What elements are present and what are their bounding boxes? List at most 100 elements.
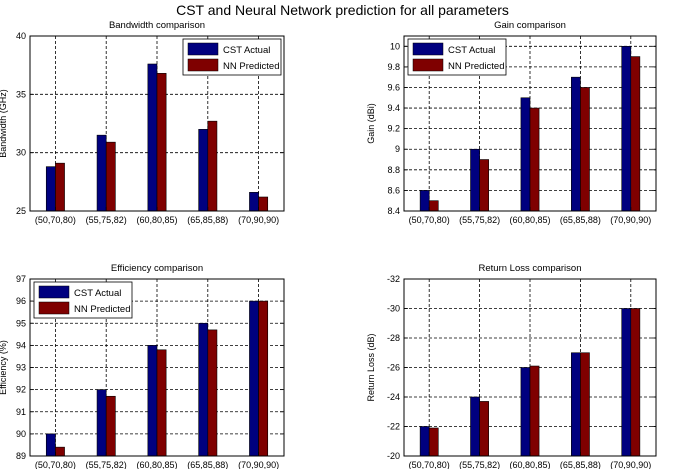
bar-nn-predicted-5 [630, 308, 641, 457]
legend-swatch-nn-predicted [412, 58, 444, 72]
bar-nn-predicted-4 [207, 120, 218, 212]
legend: CST Actual NN Predicted [33, 281, 133, 319]
bar-nn-predicted-3 [529, 365, 540, 457]
legend-label-nn-predicted: NN Predicted [74, 304, 131, 315]
y-tick-label: -26 [387, 363, 400, 373]
legend-swatch-nn-predicted [187, 58, 219, 72]
y-tick-label: 96 [16, 296, 26, 306]
chart-return-loss-comparison: -32 -30 -28 -26 -24 -22 -20 (50,70,80) (55,75,82… [366, 263, 657, 469]
bar-nn-predicted-2 [479, 401, 489, 457]
y-tick-label: 8.8 [387, 165, 400, 175]
bar-cst-actual-2 [96, 389, 107, 457]
x-tick-label: (60,80,85) [509, 215, 550, 225]
legend-swatch-cst-actual [412, 42, 444, 56]
bar-cst-actual-5 [249, 192, 259, 212]
y-tick-label: 35 [16, 89, 26, 99]
chart-title: Bandwidth comparison [109, 20, 205, 31]
legend-label-cst-actual: CST Actual [74, 288, 121, 299]
bar-nn-predicted-5 [258, 300, 269, 457]
y-axis-label: Gain (dBi) [366, 103, 376, 144]
x-tick-label: (60,80,85) [136, 460, 177, 469]
x-tick-label: (65,85,88) [560, 460, 601, 469]
y-tick-label: 89 [16, 451, 26, 461]
bar-cst-actual-1 [419, 190, 430, 212]
x-tick-label: (55,75,82) [86, 460, 127, 469]
y-tick-label: 90 [16, 429, 26, 439]
y-tick-label: 9.8 [387, 62, 400, 72]
y-tick-label: 94 [16, 340, 26, 350]
bar-cst-actual-2 [96, 134, 107, 212]
y-tick-label: -30 [387, 304, 400, 314]
x-tick-label: (65,85,88) [187, 215, 228, 225]
y-tick-label: -28 [387, 333, 400, 343]
bar-nn-predicted-1 [55, 162, 65, 212]
figure-suptitle: CST and Neural Network prediction for al… [176, 2, 509, 18]
bar-cst-actual-1 [419, 426, 430, 457]
bar-cst-actual-4 [571, 76, 581, 212]
chart-gain-comparison: 8.4 8.6 8.8 9 9.2 9.4 9.6 9.8 10 (50,70,80) (55,75… [366, 20, 657, 225]
bar-nn-predicted-1 [428, 427, 439, 457]
bar-cst-actual-4 [571, 352, 581, 457]
y-tick-label: 93 [16, 363, 26, 373]
bar-nn-predicted-4 [580, 87, 590, 212]
chart-title: Return Loss comparison [479, 263, 582, 274]
y-tick-label: 30 [16, 148, 26, 158]
y-axis-label: Bandwidth (GHz) [0, 89, 8, 158]
bar-nn-predicted-5 [630, 56, 641, 212]
chart-efficiency-comparison: 89 90 91 92 93 94 95 96 97 (50,70,80) (55,75,82) (6… [0, 263, 285, 469]
bar-cst-actual-5 [621, 45, 632, 212]
bar-nn-predicted-2 [479, 159, 489, 212]
bar-cst-actual-2 [470, 396, 480, 457]
x-tick-label: (50,70,80) [409, 460, 450, 469]
x-tick-label: (55,75,82) [459, 215, 500, 225]
bar-nn-predicted-3 [156, 349, 167, 457]
y-tick-label: 10 [390, 41, 400, 51]
y-tick-label: 97 [16, 274, 26, 284]
y-tick-label: 8.4 [387, 206, 400, 216]
legend-label-cst-actual: CST Actual [223, 45, 270, 56]
x-tick-label: (65,85,88) [187, 460, 228, 469]
x-tick-label: (65,85,88) [560, 215, 601, 225]
bar-cst-actual-1 [45, 433, 56, 457]
x-tick-label: (60,80,85) [509, 460, 550, 469]
bar-nn-predicted-3 [156, 73, 167, 212]
bar-cst-actual-3 [520, 367, 531, 457]
bar-cst-actual-5 [249, 300, 259, 457]
y-tick-label: 9.2 [387, 124, 400, 134]
legend: CST Actual NN Predicted [182, 38, 282, 76]
y-tick-label: 8.6 [387, 185, 400, 195]
x-tick-label: (70,90,90) [238, 215, 279, 225]
y-tick-label: 9 [395, 144, 400, 154]
legend: CST Actual NN Predicted [407, 38, 507, 76]
legend-swatch-nn-predicted [38, 301, 70, 315]
bar-cst-actual-5 [621, 308, 632, 457]
y-tick-label: 25 [16, 206, 26, 216]
y-tick-label: -22 [387, 422, 400, 432]
y-axis-label: Efficiency (%) [0, 340, 8, 395]
bar-nn-predicted-2 [105, 141, 116, 212]
y-tick-label: 92 [16, 385, 26, 395]
x-tick-label: (50,70,80) [35, 215, 76, 225]
y-tick-label: -20 [387, 451, 400, 461]
bar-cst-actual-1 [45, 166, 56, 212]
bar-nn-predicted-4 [580, 352, 590, 457]
y-tick-label: 95 [16, 318, 26, 328]
bar-nn-predicted-1 [428, 200, 439, 212]
x-tick-label: (70,90,90) [610, 460, 651, 469]
bar-nn-predicted-2 [105, 395, 116, 457]
y-tick-label: 9.4 [387, 103, 400, 113]
bar-cst-actual-3 [147, 345, 158, 457]
legend-swatch-cst-actual [38, 285, 70, 299]
bar-nn-predicted-5 [258, 196, 269, 212]
x-tick-label: (50,70,80) [35, 460, 76, 469]
legend-label-nn-predicted: NN Predicted [448, 61, 505, 72]
x-tick-label: (55,75,82) [459, 460, 500, 469]
chart-title: Gain comparison [494, 20, 566, 31]
bar-nn-predicted-3 [529, 107, 540, 212]
y-tick-label: -24 [387, 392, 400, 402]
y-tick-label: 91 [16, 407, 26, 417]
x-tick-label: (55,75,82) [86, 215, 127, 225]
bar-cst-actual-3 [147, 63, 158, 212]
x-tick-label: (60,80,85) [136, 215, 177, 225]
y-axis-label: Return Loss (dB) [366, 333, 376, 401]
